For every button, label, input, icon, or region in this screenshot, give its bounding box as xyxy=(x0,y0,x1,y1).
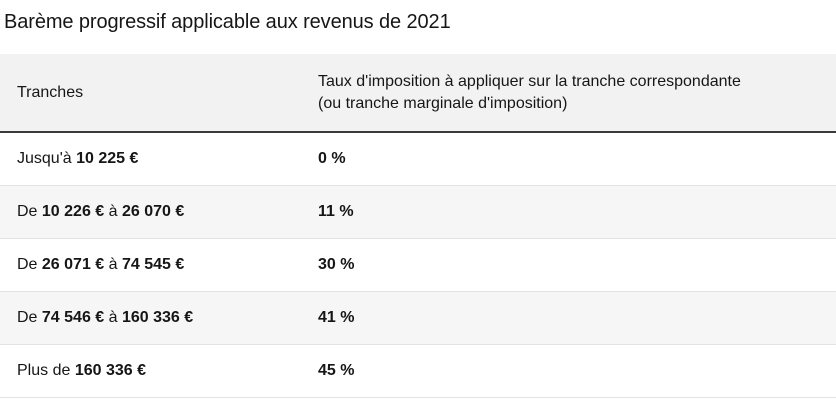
bracket-range: De 74 546 € à 160 336 € xyxy=(0,291,302,345)
bracket-range: Plus de 160 336 € xyxy=(0,344,302,398)
range-prefix: De xyxy=(17,308,42,326)
range-prefix: Plus de xyxy=(17,361,75,379)
bracket-rate: 45 % xyxy=(302,344,836,398)
bracket-range: De 26 071 € à 74 545 € xyxy=(0,238,302,292)
bracket-rate: 11 % xyxy=(302,185,836,239)
tax-brackets-table: Tranches Taux d'imposition à appliquer s… xyxy=(0,54,836,398)
bracket-rate: 41 % xyxy=(302,291,836,345)
table-header-row: Tranches Taux d'imposition à appliquer s… xyxy=(0,54,836,133)
range-from: 160 336 € xyxy=(74,361,146,379)
bracket-rate: 0 % xyxy=(302,132,836,186)
table-row: Plus de 160 336 € 45 % xyxy=(0,344,836,398)
page-title: Barème progressif applicable aux revenus… xyxy=(4,11,451,33)
range-from: 26 071 € xyxy=(41,255,105,273)
range-prefix: Jusqu'à xyxy=(17,149,77,167)
header-rate-line2: (ou tranche marginale d'imposition) xyxy=(318,94,568,112)
bracket-range: De 10 226 € à 26 070 € xyxy=(0,185,302,239)
range-separator: à xyxy=(104,202,122,220)
bracket-range: Jusqu'à 10 225 € xyxy=(0,132,302,186)
header-rate: Taux d'imposition à appliquer sur la tra… xyxy=(302,54,836,133)
range-from: 10 225 € xyxy=(76,149,139,167)
header-rate-line1: Taux d'imposition à appliquer sur la tra… xyxy=(318,72,741,90)
range-prefix: De xyxy=(17,255,42,273)
range-separator: à xyxy=(104,255,122,273)
range-from: 10 226 € xyxy=(41,202,105,220)
range-to: 74 545 € xyxy=(121,255,185,273)
range-from: 74 546 € xyxy=(41,308,105,326)
table-row: Jusqu'à 10 225 € 0 % xyxy=(0,132,836,186)
range-to: 160 336 € xyxy=(121,308,194,326)
table-row: De 26 071 € à 74 545 € 30 % xyxy=(0,238,836,292)
range-to: 26 070 € xyxy=(121,202,185,220)
range-prefix: De xyxy=(17,202,42,220)
table-row: De 74 546 € à 160 336 € 41 % xyxy=(0,291,836,345)
table-row: De 10 226 € à 26 070 € 11 % xyxy=(0,185,836,239)
bracket-rate: 30 % xyxy=(302,238,836,292)
range-separator: à xyxy=(104,308,122,326)
header-tranches: Tranches xyxy=(0,54,302,133)
